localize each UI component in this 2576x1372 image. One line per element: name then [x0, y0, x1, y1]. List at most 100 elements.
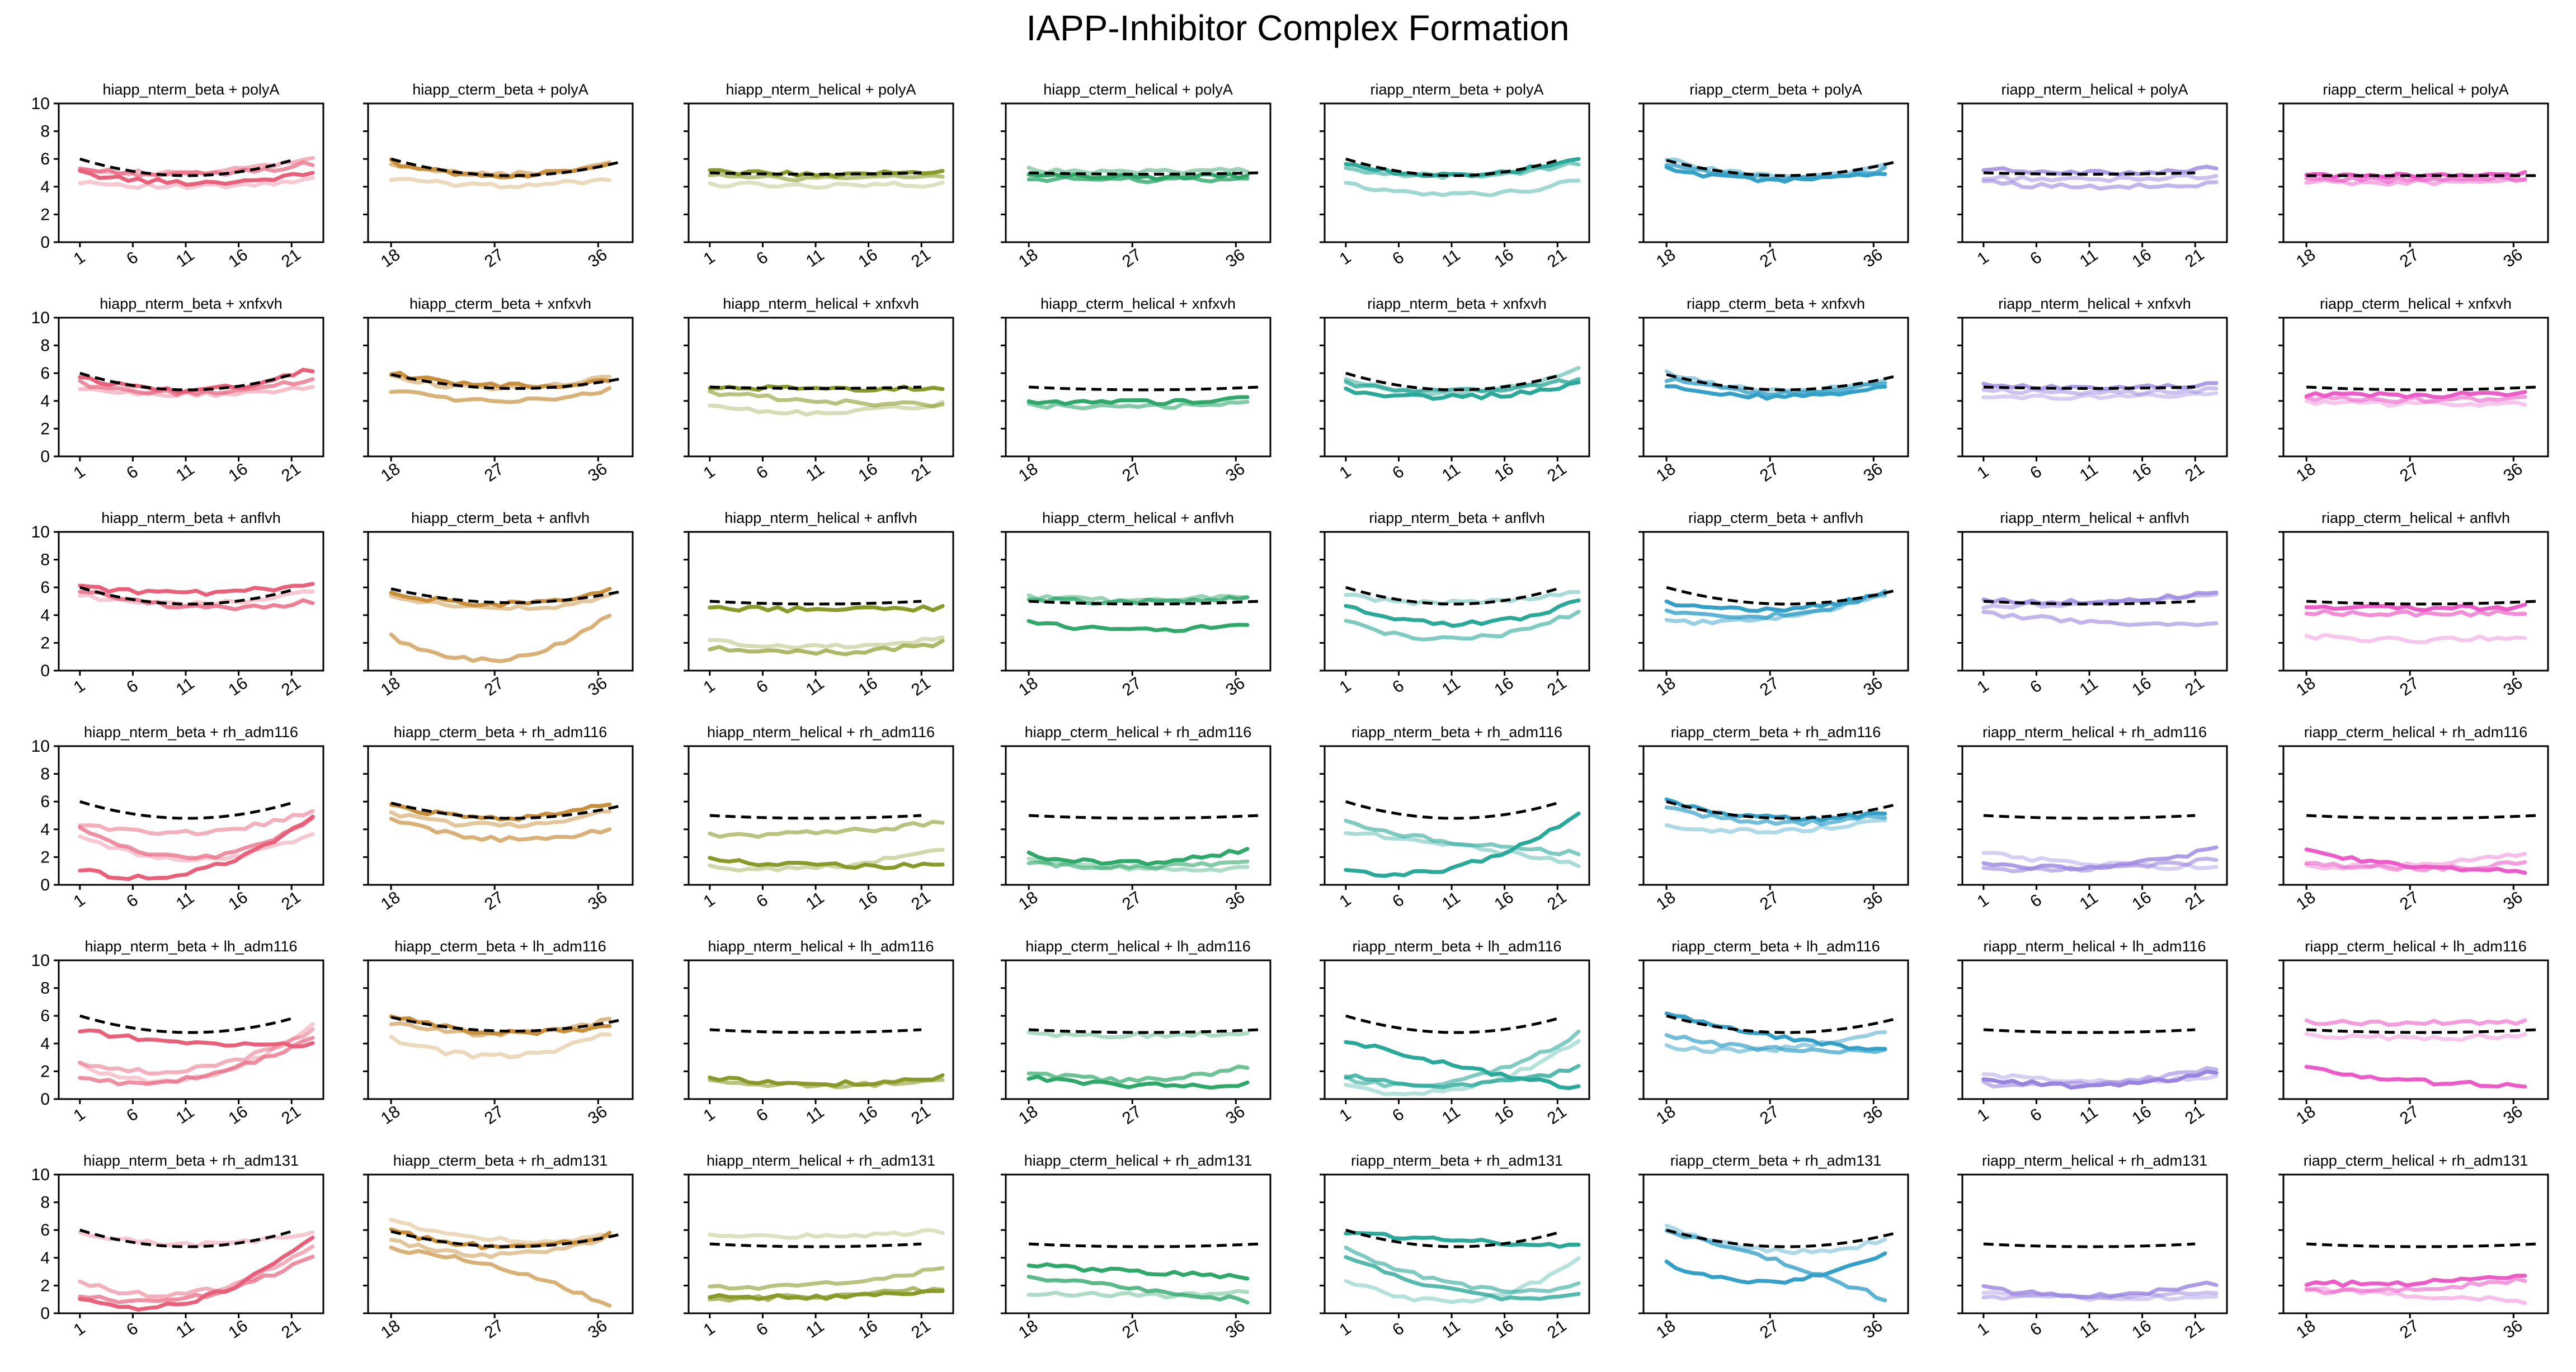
series-line	[1664, 818, 1887, 835]
series-line	[1344, 1255, 1581, 1302]
subplot-frame	[1642, 1173, 1909, 1314]
series-line	[1026, 1289, 1250, 1300]
subplot-title: hiapp_nterm_beta + rh_adm116	[84, 724, 298, 741]
subplot-title: riapp_nterm_beta + rh_adm116	[1351, 724, 1562, 741]
subplot-frame	[1005, 317, 1271, 458]
subplot-frame	[687, 317, 954, 458]
reference-dashed-line	[1666, 1014, 1897, 1034]
series-line	[1664, 1030, 1887, 1054]
subplot-frame	[687, 531, 954, 672]
subplot-frame	[58, 959, 324, 1100]
series-line	[2304, 860, 2527, 873]
reference-dashed-line	[1666, 373, 1897, 392]
y-tick-label: 0	[40, 1304, 50, 1323]
subplot-title: riapp_nterm_helical + lh_adm116	[1984, 938, 2206, 955]
series-line	[2304, 394, 2527, 404]
reference-dashed-line	[390, 587, 621, 604]
reference-dashed-line	[79, 371, 292, 392]
subplot-title: hiapp_cterm_helical + polyA	[1043, 81, 1232, 98]
y-tick-label: 0	[40, 447, 50, 466]
series-line	[1344, 1029, 1581, 1088]
subplot-title: hiapp_nterm_beta + xnfxvh	[100, 295, 282, 312]
figure-title: IAPP-Inhibitor Complex Formation	[1026, 8, 1569, 48]
series-line	[708, 856, 945, 870]
subplot-title: riapp_cterm_beta + anflvh	[1688, 510, 1863, 526]
reference-dashed-line	[2306, 1028, 2537, 1034]
series-line	[78, 1027, 315, 1076]
series-line	[1026, 399, 1250, 411]
series-line	[1026, 619, 1250, 633]
y-tick-label: 0	[40, 1090, 50, 1109]
subplot-title: riapp_cterm_helical + rh_adm131	[2304, 1152, 2528, 1169]
subplot-title: riapp_nterm_beta + polyA	[1371, 81, 1544, 98]
series-line	[78, 582, 315, 597]
y-tick-label: 2	[40, 419, 50, 438]
subplot-frame	[2282, 102, 2549, 243]
series-line	[78, 1236, 315, 1312]
y-tick-label: 0	[40, 662, 50, 680]
series-line	[78, 590, 315, 608]
subplot-title: hiapp_cterm_helical + anflvh	[1042, 510, 1234, 526]
reference-dashed-line	[2306, 385, 2537, 392]
series-line	[78, 832, 315, 863]
subplot-title: hiapp_nterm_helical + rh_adm131	[707, 1152, 935, 1169]
subplot-title: hiapp_nterm_beta + rh_adm131	[83, 1152, 299, 1169]
series-line	[1664, 1251, 1887, 1285]
y-tick-label: 2	[40, 634, 50, 652]
series-line	[708, 1286, 945, 1303]
subplot-title: hiapp_nterm_helical + polyA	[726, 81, 916, 98]
y-tick-label: 6	[40, 364, 50, 383]
reference-dashed-line	[1983, 600, 2196, 606]
subplot-frame	[1324, 745, 1590, 886]
y-tick-label: 4	[40, 178, 50, 196]
subplot-title: hiapp_cterm_beta + rh_adm131	[393, 1152, 608, 1169]
subplot-title: riapp_nterm_beta + lh_adm116	[1352, 938, 1561, 955]
y-tick-label: 6	[40, 1007, 50, 1025]
reference-dashed-line	[1345, 1014, 1558, 1034]
subplot-frame	[1642, 959, 1909, 1100]
y-tick-label: 8	[40, 337, 50, 355]
series-line	[1344, 590, 1581, 606]
series-line	[708, 1266, 945, 1291]
reference-dashed-line	[1666, 586, 1897, 606]
y-tick-label: 8	[40, 122, 50, 141]
subplot-frame	[367, 1173, 634, 1314]
reference-dashed-line	[2306, 1242, 2537, 1248]
reference-dashed-line	[709, 171, 922, 176]
series-line	[78, 814, 315, 881]
series-line	[708, 172, 945, 183]
subplot-frame	[367, 745, 634, 886]
reference-dashed-line	[79, 586, 292, 606]
series-line	[1981, 851, 2219, 871]
subplot-title: hiapp_nterm_beta + polyA	[103, 81, 280, 98]
subplot-frame	[1005, 102, 1271, 243]
y-tick-label: 6	[40, 578, 50, 597]
y-tick-label: 4	[40, 1249, 50, 1267]
reference-dashed-line	[1666, 1228, 1897, 1248]
reference-dashed-line	[1983, 1242, 2196, 1248]
series-line	[1344, 1246, 1581, 1294]
series-line	[1981, 1072, 2219, 1086]
y-tick-label: 8	[40, 1194, 50, 1212]
y-tick-label: 10	[31, 951, 50, 970]
subplot-frame	[687, 1173, 954, 1314]
series-line	[1981, 391, 2219, 401]
y-tick-label: 8	[40, 551, 50, 569]
subplot-frame	[58, 531, 324, 672]
series-line	[1664, 593, 1887, 626]
series-line	[708, 399, 945, 417]
subplot-frame	[1961, 745, 2228, 886]
subplot-title: hiapp_cterm_beta + polyA	[412, 81, 588, 98]
series-line	[1026, 595, 1250, 606]
series-line	[1344, 1064, 1581, 1090]
subplot-title: hiapp_nterm_helical + anflvh	[724, 510, 917, 526]
y-tick-label: 8	[40, 765, 50, 784]
subplot-frame	[367, 531, 634, 672]
subplot-frame	[58, 1173, 324, 1314]
series-line	[1981, 1290, 2219, 1301]
subplot-title: hiapp_nterm_helical + rh_adm116	[707, 724, 935, 741]
